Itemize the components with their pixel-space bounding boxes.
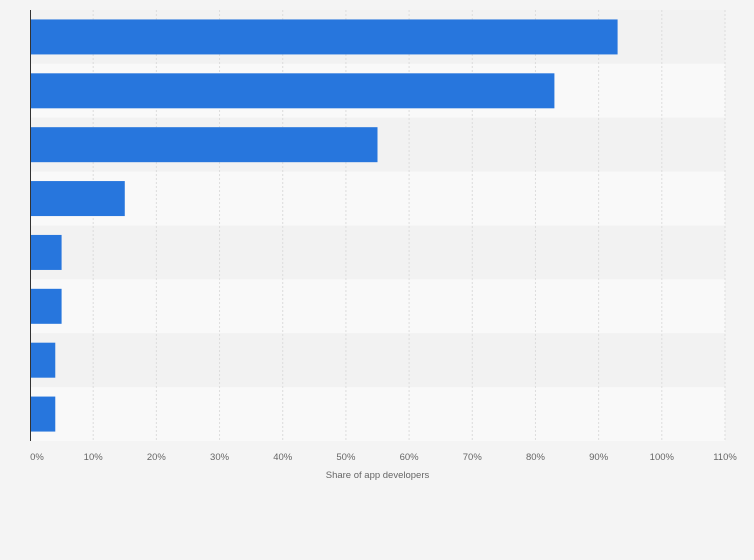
x-tick-label: 100% bbox=[650, 452, 675, 463]
x-tick-label: 90% bbox=[589, 452, 609, 463]
x-axis-label: Share of app developers bbox=[326, 470, 430, 481]
bar bbox=[30, 73, 555, 109]
bar bbox=[30, 19, 618, 55]
x-tick-labels: 0% 10% 20% 30% 40% 50% 60% 70% 80% 90% 100% 110% bbox=[30, 452, 737, 463]
x-tick-label: 0% bbox=[30, 452, 44, 463]
bar bbox=[30, 234, 62, 270]
x-tick-label: 60% bbox=[400, 452, 420, 463]
row-band bbox=[30, 279, 725, 334]
x-tick-label: 110% bbox=[713, 452, 737, 463]
row-band bbox=[30, 333, 725, 388]
row-bands bbox=[30, 10, 725, 441]
bar bbox=[30, 181, 125, 217]
row-band bbox=[30, 225, 725, 280]
bar bbox=[30, 288, 62, 324]
bar bbox=[30, 342, 56, 378]
bar bbox=[30, 396, 56, 432]
x-tick-label: 70% bbox=[463, 452, 483, 463]
x-tick-label: 30% bbox=[210, 452, 230, 463]
row-band bbox=[30, 171, 725, 226]
bars bbox=[30, 19, 618, 432]
bar bbox=[30, 127, 378, 163]
row-band bbox=[30, 387, 725, 441]
x-tick-label: 40% bbox=[273, 452, 293, 463]
x-tick-label: 80% bbox=[526, 452, 546, 463]
x-tick-label: 50% bbox=[336, 452, 356, 463]
x-tick-label: 20% bbox=[147, 452, 167, 463]
x-tick-label: 10% bbox=[84, 452, 104, 463]
